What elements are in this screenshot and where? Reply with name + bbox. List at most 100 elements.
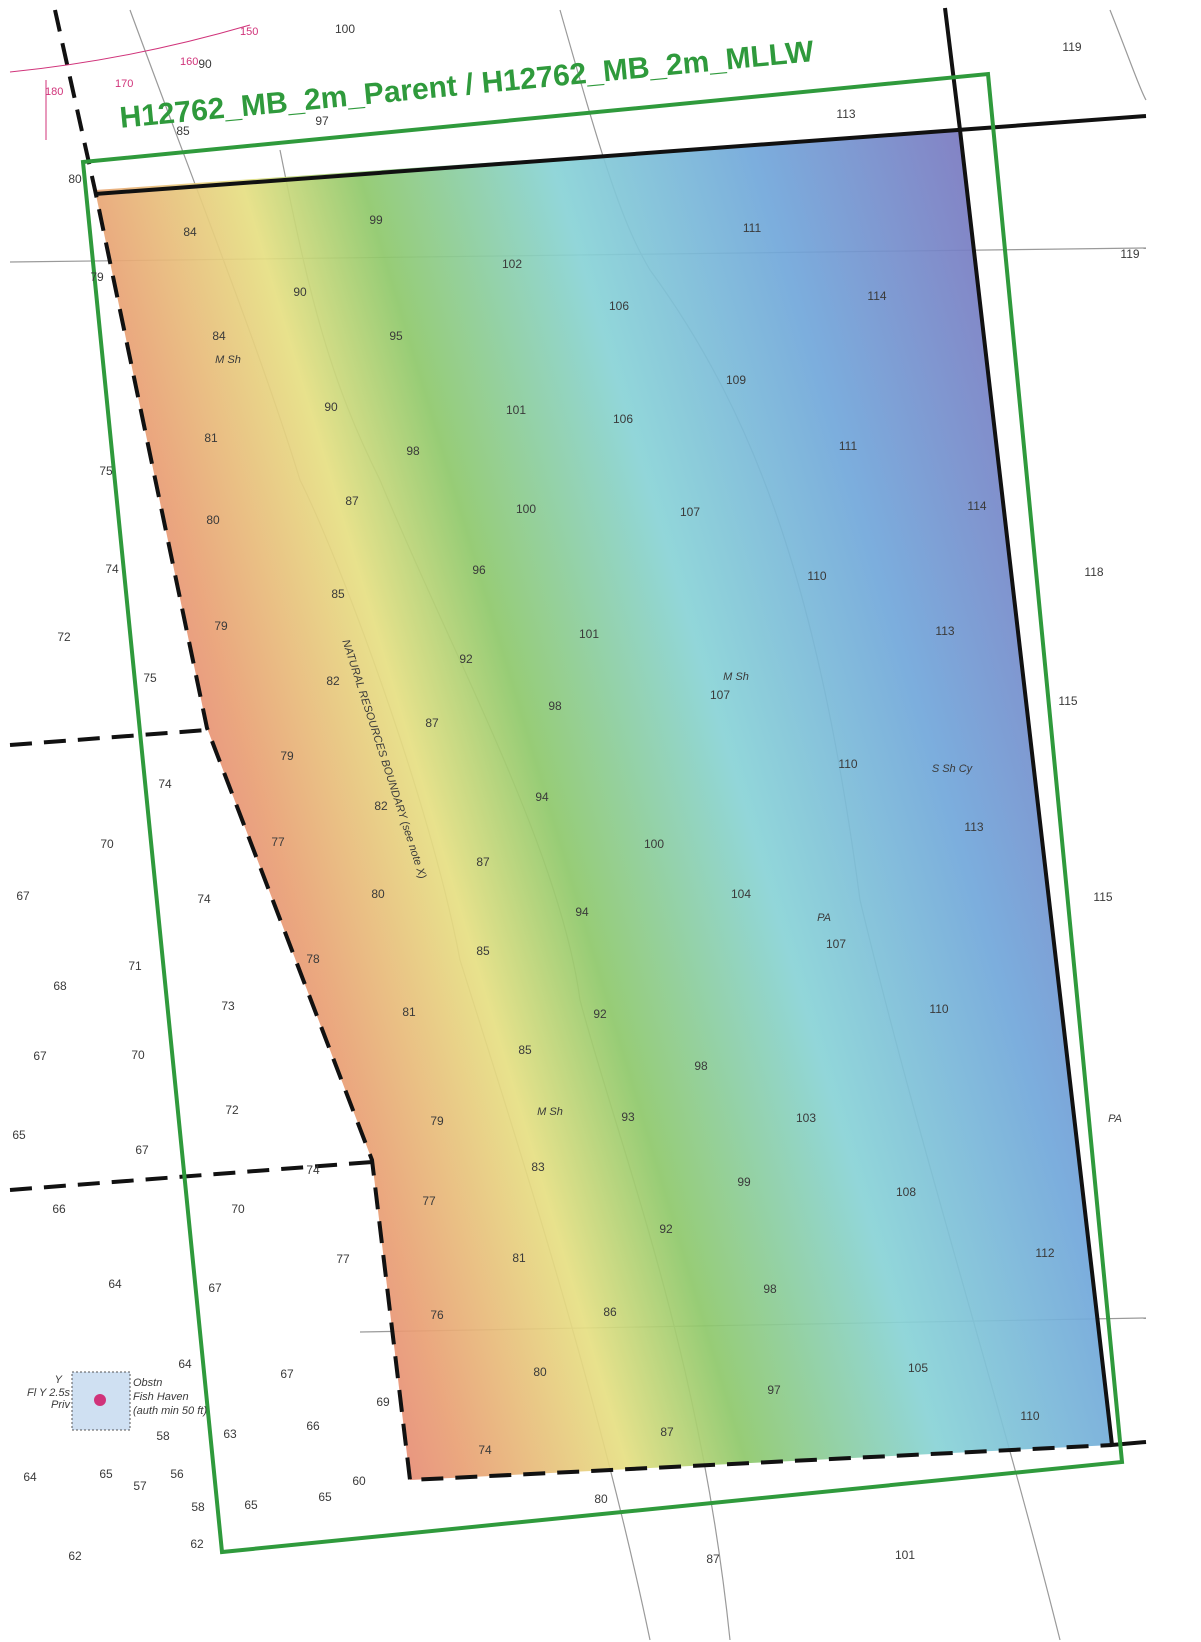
sounding: 98 — [694, 1059, 708, 1073]
sounding: 79 — [430, 1114, 444, 1128]
sounding: 100 — [516, 502, 536, 516]
sounding: 92 — [593, 1007, 607, 1021]
light-character: Fl Y 2.5s — [27, 1387, 71, 1399]
sounding: 107 — [710, 688, 730, 702]
sounding: 64 — [178, 1357, 192, 1371]
sounding: 119 — [1062, 40, 1081, 54]
sounding: 118 — [1084, 565, 1103, 579]
sounding: 82 — [374, 799, 388, 813]
light-color: Y — [55, 1374, 63, 1386]
sounding: 111 — [839, 439, 858, 453]
sounding: 80 — [371, 887, 385, 901]
sounding: 110 — [838, 757, 857, 771]
sounding: 77 — [422, 1194, 436, 1208]
sounding: 101 — [579, 627, 599, 641]
sounding: 108 — [896, 1185, 916, 1199]
nautical-chart: 180 170 160 150 H12762_MB_2m_Parent / H1… — [0, 0, 1201, 1642]
sounding: 119 — [1120, 247, 1139, 261]
sounding: 87 — [660, 1425, 674, 1439]
sounding: 84 — [183, 225, 197, 239]
compass-label: 170 — [115, 78, 133, 90]
bottom-note: S Sh Cy — [932, 763, 974, 775]
fish-haven-label: Fish Haven — [133, 1391, 189, 1403]
sounding: 100 — [644, 837, 664, 851]
bottom-note: PA — [817, 912, 831, 924]
sounding: 56 — [170, 1467, 184, 1481]
sounding: 106 — [609, 299, 629, 313]
sounding: 64 — [108, 1277, 122, 1291]
sounding: 92 — [459, 652, 473, 666]
sounding: 98 — [548, 699, 562, 713]
sounding: 99 — [737, 1175, 751, 1189]
sounding: 65 — [318, 1490, 332, 1504]
sounding: 97 — [315, 114, 329, 128]
sounding: 96 — [472, 563, 486, 577]
sounding: 73 — [221, 999, 235, 1013]
sounding: 105 — [908, 1361, 928, 1375]
sounding: 74 — [306, 1163, 320, 1177]
sounding: 100 — [335, 22, 355, 36]
survey-coverage — [95, 130, 1112, 1480]
sounding: 71 — [128, 959, 142, 973]
sounding: 57 — [133, 1479, 147, 1493]
sounding: 66 — [52, 1202, 66, 1216]
sounding: 109 — [726, 373, 746, 387]
sounding: 80 — [594, 1492, 608, 1506]
sounding: 98 — [763, 1282, 777, 1296]
sounding: 65 — [244, 1498, 258, 1512]
sounding: 77 — [271, 835, 285, 849]
bottom-note: M Sh — [537, 1106, 563, 1118]
sounding: 83 — [531, 1160, 545, 1174]
sounding: 80 — [206, 513, 220, 527]
sounding: 87 — [476, 855, 490, 869]
sounding: 113 — [964, 820, 983, 834]
sounding: 74 — [197, 892, 211, 906]
sounding: 99 — [369, 213, 383, 227]
sounding: 85 — [176, 124, 190, 138]
sounding: 94 — [535, 790, 549, 804]
sounding: 63 — [223, 1427, 237, 1441]
sounding: 80 — [68, 172, 82, 186]
sounding: 65 — [12, 1128, 26, 1142]
sounding: 67 — [208, 1281, 222, 1295]
sounding: 74 — [105, 562, 119, 576]
sounding: 64 — [23, 1470, 37, 1484]
sounding: 110 — [807, 569, 826, 583]
compass-label: 160 — [180, 56, 198, 68]
sounding: 81 — [402, 1005, 416, 1019]
sounding: 60 — [352, 1474, 366, 1488]
sounding: 77 — [336, 1252, 350, 1266]
sounding: 101 — [895, 1548, 915, 1562]
sounding: 68 — [53, 979, 67, 993]
sounding: 110 — [1020, 1409, 1039, 1423]
sounding: 69 — [376, 1395, 390, 1409]
sounding: 102 — [502, 257, 522, 271]
sounding: 70 — [100, 837, 114, 851]
compass-label: 180 — [45, 86, 63, 98]
sounding: 84 — [212, 329, 226, 343]
sounding: 74 — [158, 777, 172, 791]
sounding: 79 — [90, 270, 104, 284]
sounding: 85 — [476, 944, 490, 958]
sounding: 112 — [1035, 1246, 1054, 1260]
sounding: 75 — [99, 464, 113, 478]
sounding: 104 — [731, 887, 751, 901]
sounding: 93 — [621, 1110, 635, 1124]
sounding: 67 — [280, 1367, 294, 1381]
bottom-note: PA — [1108, 1113, 1122, 1125]
sounding: 107 — [826, 937, 846, 951]
sounding: 72 — [225, 1103, 239, 1117]
sounding: 101 — [506, 403, 526, 417]
sounding: 111 — [743, 221, 762, 235]
sounding: 67 — [135, 1143, 149, 1157]
sounding: 81 — [512, 1251, 526, 1265]
sounding: 94 — [575, 905, 589, 919]
sounding: 92 — [659, 1222, 673, 1236]
sounding: 67 — [16, 889, 30, 903]
sounding: 74 — [478, 1443, 492, 1457]
sounding: 95 — [389, 329, 403, 343]
sounding: 66 — [306, 1419, 320, 1433]
sounding: 114 — [867, 289, 886, 303]
sounding: 67 — [33, 1049, 47, 1063]
bottom-note: M Sh — [723, 671, 749, 683]
